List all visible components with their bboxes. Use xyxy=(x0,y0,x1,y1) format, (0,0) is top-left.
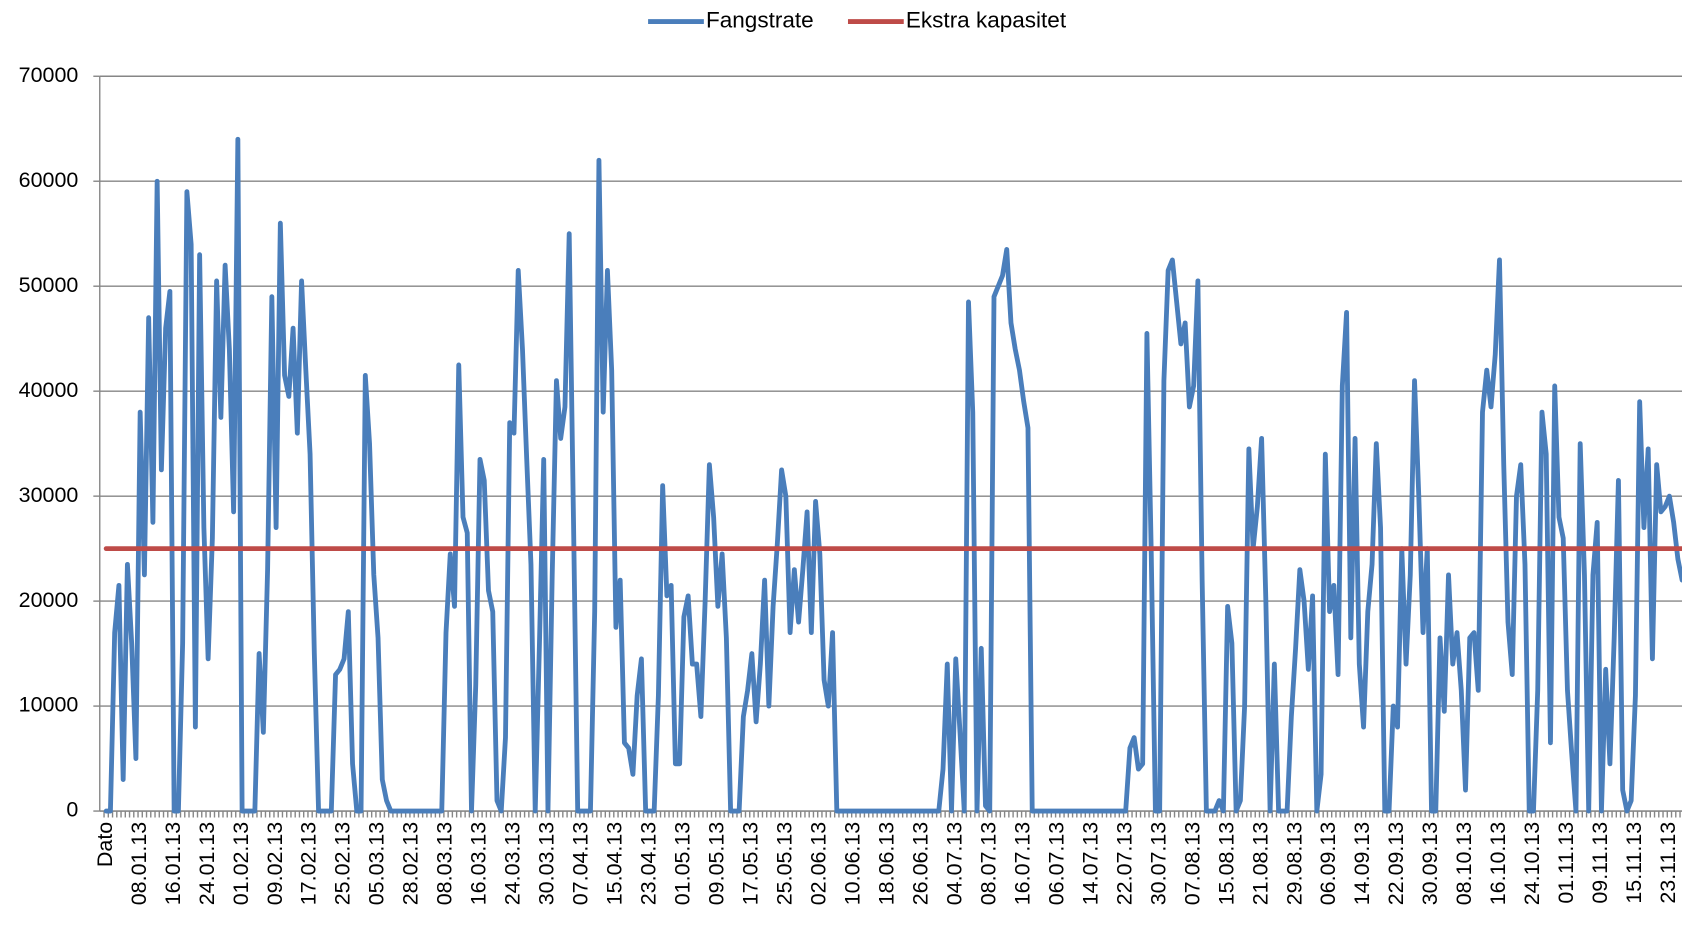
x-tick-label: 01.02.13 xyxy=(229,822,253,905)
legend: Fangstrate Ekstra kapasitet xyxy=(648,7,1067,32)
y-tick-label: 10000 xyxy=(19,693,79,717)
y-tick-label: 60000 xyxy=(19,168,79,192)
x-tick-label: 02.06.13 xyxy=(806,822,830,905)
x-tick-label: 25.05.13 xyxy=(773,822,797,905)
x-tick-label: 06.07.13 xyxy=(1044,822,1068,905)
x-tick-label: 09.05.13 xyxy=(705,822,729,905)
x-tick-label: 17.02.13 xyxy=(297,822,321,905)
y-tick-label: 70000 xyxy=(19,63,79,87)
y-tick-label: 30000 xyxy=(19,483,79,507)
x-tick-label: 24.01.13 xyxy=(195,822,219,905)
x-tick-label: 30.07.13 xyxy=(1146,822,1170,905)
x-tick-label: 15.11.13 xyxy=(1622,822,1646,904)
x-tick-label: 28.02.13 xyxy=(399,822,423,905)
y-tick-label: 40000 xyxy=(19,378,79,402)
x-tick-label: 08.01.13 xyxy=(127,822,151,905)
x-tick-label: 24.10.13 xyxy=(1520,822,1544,905)
legend-label: Fangstrate xyxy=(706,7,814,32)
x-tick-label: 30.03.13 xyxy=(535,822,559,905)
x-tick-label: Dato xyxy=(93,822,117,867)
x-tick-label: 01.05.13 xyxy=(671,822,695,905)
x-tick-label: 07.04.13 xyxy=(569,822,593,905)
x-tick-label: 15.08.13 xyxy=(1214,822,1238,905)
x-tick-label: 04.07.13 xyxy=(942,822,966,905)
x-tick-label: 16.01.13 xyxy=(161,822,185,905)
legend-label: Ekstra kapasitet xyxy=(906,7,1067,32)
x-tick-label: 22.09.13 xyxy=(1384,822,1408,905)
x-tick-label: 15.04.13 xyxy=(603,822,627,905)
x-tick-label: 05.03.13 xyxy=(365,822,389,905)
data-line xyxy=(103,136,1682,814)
x-tick-label: 17.05.13 xyxy=(739,822,763,905)
x-tick-label: 14.09.13 xyxy=(1350,822,1374,905)
x-tick-label: 14.07.13 xyxy=(1078,822,1102,905)
y-tick-label: 20000 xyxy=(19,588,79,612)
x-tick-label: 06.09.13 xyxy=(1316,822,1340,905)
x-tick-label: 25.02.13 xyxy=(331,822,355,905)
x-tick-label: 16.03.13 xyxy=(467,822,491,905)
x-tick-label: 16.07.13 xyxy=(1010,822,1034,905)
x-tick-label: 21.08.13 xyxy=(1248,822,1272,905)
x-tick-label: 07.08.13 xyxy=(1180,822,1204,905)
x-tick-label: 30.09.13 xyxy=(1418,822,1442,905)
x-tick-label: 01.11.13 xyxy=(1554,822,1578,904)
y-tick-label: 0 xyxy=(66,798,78,822)
x-tick-label: 08.03.13 xyxy=(433,822,457,905)
x-tick-label: 09.11.13 xyxy=(1588,822,1612,904)
x-tick-label: 09.02.13 xyxy=(263,822,287,905)
x-tick-label: 16.10.13 xyxy=(1486,822,1510,905)
y-tick-label: 50000 xyxy=(19,273,79,297)
x-tick-label: 26.06.13 xyxy=(908,822,932,905)
x-tick-label: 22.07.13 xyxy=(1112,822,1136,905)
x-tick-label: 23.04.13 xyxy=(637,822,661,905)
x-tick-label: 29.08.13 xyxy=(1282,822,1306,905)
x-tick-label: 18.06.13 xyxy=(874,822,898,905)
x-tick-label: 08.07.13 xyxy=(976,822,1000,905)
x-tick-label: 10.06.13 xyxy=(840,822,864,905)
x-tick-label: 24.03.13 xyxy=(501,822,525,905)
x-tick-label: 23.11.13 xyxy=(1656,822,1680,904)
x-tick-label: 08.10.13 xyxy=(1452,822,1476,905)
